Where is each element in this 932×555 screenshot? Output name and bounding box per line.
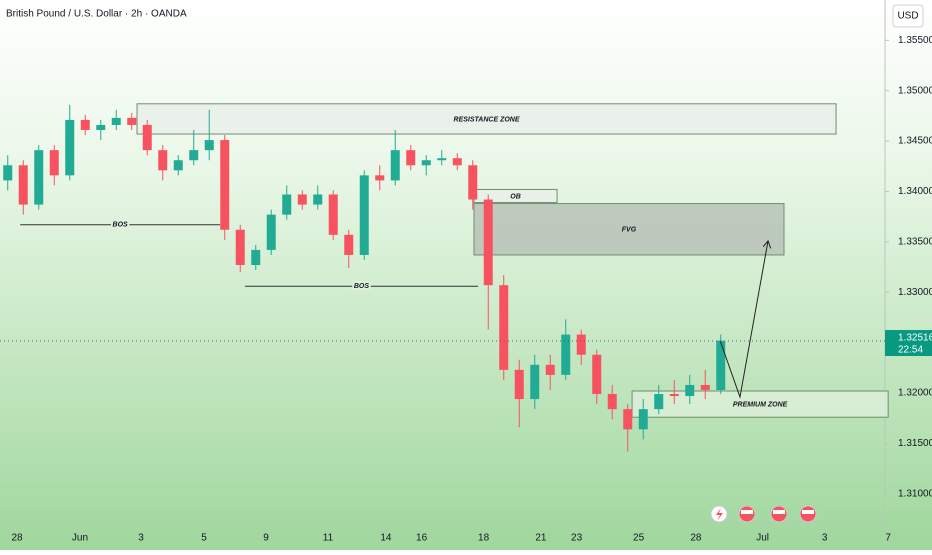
candle-body — [685, 384, 695, 397]
x-tick-label: 14 — [380, 533, 392, 544]
bos-label: BOS — [354, 283, 370, 290]
candle-body — [421, 160, 431, 166]
currency: USD — [897, 11, 918, 22]
candle-body — [235, 229, 245, 266]
lightning-icon — [716, 508, 723, 521]
zone — [136, 103, 837, 135]
candle-body — [359, 175, 369, 255]
candle-body — [96, 124, 106, 130]
zone-label: FVG — [622, 227, 637, 234]
candle-body — [344, 234, 354, 255]
current-price-label: 1.32516 — [898, 333, 932, 344]
projection-arrow — [719, 242, 768, 400]
x-tick-label: 16 — [416, 533, 428, 544]
candle-body — [545, 364, 555, 375]
candle-body — [142, 124, 152, 151]
y-tick-label: 1.35500 — [898, 35, 932, 46]
x-tick-label: 25 — [633, 533, 645, 544]
currency-box[interactable] — [892, 4, 924, 28]
candle-body — [437, 158, 447, 161]
candle-body — [499, 285, 509, 370]
zone-label: RESISTANCE ZONE — [454, 116, 520, 123]
candle-body — [406, 150, 416, 166]
candle-body — [328, 194, 338, 235]
candle-body — [390, 150, 400, 181]
y-tick-label: 1.34000 — [898, 186, 932, 197]
candle-body — [266, 214, 276, 250]
candle-body — [282, 194, 292, 215]
current-price-box — [885, 330, 932, 357]
candle-body — [204, 140, 214, 151]
x-tick-label: 9 — [263, 533, 269, 544]
candle-body — [3, 165, 13, 181]
x-tick-label: 3 — [822, 533, 828, 544]
candle-body — [592, 354, 602, 395]
event-icons — [710, 505, 817, 523]
candle-body — [576, 334, 586, 355]
x-tick-label: Jun — [72, 533, 88, 544]
candle-body — [700, 384, 710, 390]
x-tick-label: 5 — [201, 533, 207, 544]
y-tick-label: 1.31500 — [898, 438, 932, 449]
y-tick-label: 1.31000 — [898, 488, 932, 499]
x-tick-label: 28 — [11, 533, 23, 544]
candle-body — [716, 340, 726, 390]
candle-body — [127, 117, 137, 125]
candle-body — [34, 150, 44, 205]
candle-body — [561, 334, 571, 375]
candle-body — [65, 119, 75, 176]
y-tick-label: 1.35000 — [898, 85, 932, 96]
countdown-label: 22:54 — [898, 345, 923, 356]
candle-body — [623, 409, 633, 430]
x-tick-label: 7 — [885, 533, 891, 544]
candle-body — [49, 150, 59, 176]
x-tick-label: 11 — [323, 533, 334, 544]
x-tick-label: 28 — [690, 533, 702, 544]
candle-body — [313, 194, 323, 205]
zone — [473, 203, 785, 256]
candle-body — [483, 199, 493, 286]
candle-body — [607, 394, 617, 410]
x-tick-label: 18 — [478, 533, 490, 544]
candle-body — [251, 249, 261, 266]
zone — [631, 390, 889, 418]
candle-body — [375, 175, 385, 181]
y-tick-label: 1.34500 — [898, 136, 932, 147]
candle-body — [220, 140, 230, 230]
zone-label: PREMIUM ZONE — [733, 401, 788, 408]
y-tick-label: 1.33500 — [898, 237, 932, 248]
candle-body — [654, 394, 664, 410]
candle-body — [80, 119, 90, 130]
candle-body — [669, 394, 679, 397]
x-tick-label: 21 — [535, 533, 547, 544]
candle-body — [452, 158, 462, 166]
x-tick-label: 23 — [571, 533, 583, 544]
flag-stripe — [741, 510, 753, 514]
candle-body — [173, 160, 183, 171]
candle-body — [468, 165, 478, 200]
flag-stripe — [802, 510, 814, 514]
candle-body — [530, 364, 540, 400]
candle-body — [18, 165, 28, 205]
zone-label: OB — [510, 193, 521, 200]
candle-body — [189, 150, 199, 161]
x-tick-label: 3 — [138, 533, 144, 544]
y-tick-label: 1.32000 — [898, 388, 932, 399]
candle-body — [111, 117, 121, 125]
candle-body — [297, 194, 307, 205]
candle-body — [638, 409, 648, 430]
y-tick-label: 1.33000 — [898, 287, 932, 298]
candle-body — [158, 150, 168, 171]
x-tick-label: Jul — [756, 533, 769, 544]
flag-stripe — [773, 510, 785, 514]
chart-title: British Pound / U.S. Dollar · 2h · OANDA — [6, 9, 187, 20]
bos-label: BOS — [113, 222, 129, 229]
candle-body — [514, 369, 524, 400]
